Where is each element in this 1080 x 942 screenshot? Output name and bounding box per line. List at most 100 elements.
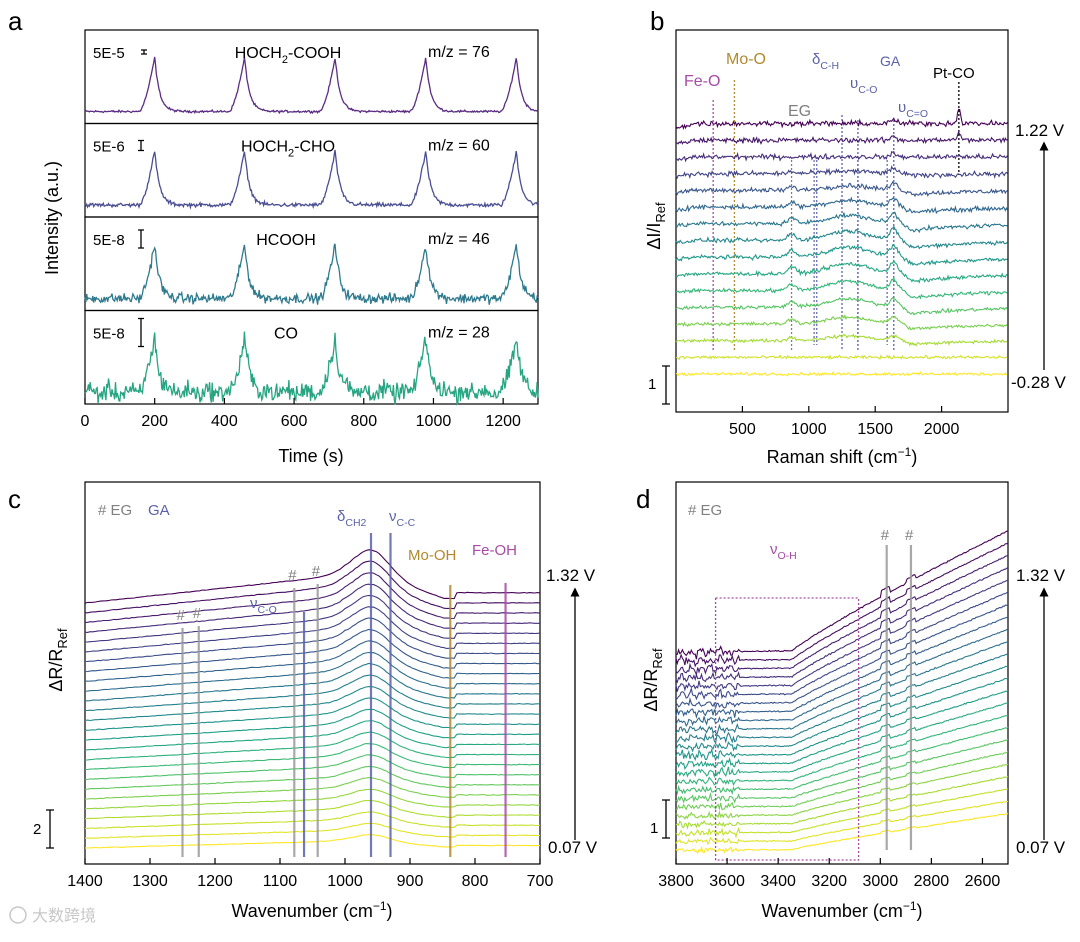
panel-c-spectrum (84, 719, 541, 751)
panel-d-spectrum (675, 653, 1009, 744)
panel-c-spectrum (84, 617, 541, 663)
panel-c-spectrum (84, 822, 541, 839)
panel-a-x-tick-label: 800 (350, 413, 377, 430)
panel-c-potential-top: 1.32 V (546, 566, 596, 585)
panel-d-spectrum (675, 776, 1009, 830)
panel-c-spectrum (84, 777, 541, 800)
panel-d-frame (675, 481, 1009, 865)
panel-c-annotation: δCH2 (337, 508, 367, 529)
panel-c-peak-lines (181, 533, 507, 857)
panel-b-spectrum (675, 165, 1008, 180)
panel-a-scale-bar (141, 49, 147, 55)
panel-a-scale-label: 5E-8 (93, 232, 125, 249)
panel-c-spectrum (84, 708, 541, 741)
panel-b-x-tick-label: 500 (729, 421, 756, 438)
panel-c-potential-bottom: 0.07 V (548, 838, 598, 857)
panel-letter-d: d (636, 484, 650, 514)
panel-c-spectrum (84, 754, 541, 781)
panel-d-spectrum (675, 690, 1009, 770)
panel-d-spectrum (675, 788, 1009, 839)
panel-d-spectrum (675, 604, 1009, 710)
panel-d-eg-marker: # (905, 527, 914, 544)
panel-b-scale-label: 1 (648, 376, 656, 393)
panel-a-scale-label: 5E-5 (93, 45, 125, 62)
panel-c-annotation: νC-C (389, 508, 416, 529)
panel-d-ylabel: ΔR/RRef (641, 648, 665, 712)
panel-b-peak-label: Fe-O (684, 73, 720, 90)
panel-c-annotation: νC-O (250, 595, 277, 616)
panel-b-scale-bar (662, 365, 670, 405)
panel-a-lines (84, 56, 539, 406)
panel-d-x-tick-label: 2600 (965, 873, 1001, 890)
panel-b-spectrum (675, 181, 1008, 198)
panel-a-x-tick-label: 0 (81, 413, 90, 430)
panel-c-spectrum (84, 606, 540, 653)
panel-d-x-tick-label: 3400 (760, 873, 796, 890)
panel-c-spectrum (84, 640, 541, 682)
panel-d-x-ticks: 3800 3600 3400 3200 3000 2800 2600 (658, 858, 1000, 890)
panel-b-peak-label: δC-H (812, 51, 839, 72)
panel-c-x-tick-label: 700 (527, 873, 554, 890)
panel-b-spectrum (675, 333, 1008, 347)
panel-c-spectrum (84, 743, 541, 771)
watermark: 大数跨境 (9, 906, 96, 925)
panel-a-species-label: HOCH2-COOH (235, 45, 342, 66)
panel-c-annotation: Fe-OH (472, 542, 517, 559)
panel-d-x-tick-label: 3800 (658, 873, 694, 890)
panel-c-spectrum (84, 651, 541, 692)
panel-c-eg-marker: # (193, 605, 202, 622)
panel-d-x-tick-label: 3200 (811, 873, 847, 890)
panel-a-x-tick-label: 400 (211, 413, 238, 430)
panel-c-scale-bar (46, 809, 54, 849)
panel-d-oh-label: νO-H (770, 541, 797, 562)
panel-b-peak-label: EG (788, 103, 811, 120)
panel-b-ylabel: ΔI/IRef (644, 202, 668, 250)
panel-a-trace (84, 243, 539, 305)
panel-d-spectrum (676, 530, 1009, 660)
panel-letter-b: b (650, 6, 664, 36)
panel-d-spectrum (675, 591, 1009, 701)
panel-b-spectrum (676, 150, 1008, 163)
panel-letter-a: a (8, 6, 23, 36)
panel-c-spectrum (84, 833, 540, 849)
panel-d-spectrum (675, 715, 1008, 786)
panel-d-x-tick-label: 3000 (863, 873, 899, 890)
panel-b-potential-bottom: -0.28 V (1011, 373, 1066, 392)
panel-c-spectrum (84, 788, 541, 810)
panel-b-peak-label: υC=O (898, 99, 928, 120)
panel-b-x-ticks: 500 1000 1500 2000 (729, 406, 959, 438)
panel-a-scale-bar (138, 229, 144, 249)
panel-d-spectrum (675, 567, 1009, 684)
panel-d-spectra (675, 530, 1009, 855)
panel-c-x-tick-label: 1400 (67, 873, 103, 890)
panel-b-spectrum (675, 354, 1008, 361)
panel-d-spectrum (675, 763, 1009, 820)
panel-d-x-tick-label: 3600 (709, 873, 745, 890)
panel-a-x-tick-label: 1000 (416, 413, 452, 430)
panel-d-xlabel: Wavenumber (cm−1) (761, 899, 922, 921)
panel-c-spectrum (84, 560, 541, 614)
panel-d-scale-label: 1 (650, 820, 658, 837)
panel-d-spectrum (675, 665, 1009, 753)
panel-d-spectrum (675, 677, 1009, 762)
panel-c-eg-marker: # (177, 607, 186, 624)
panel-a-species-label: CO (274, 326, 298, 343)
panel-c-x-tick-label: 900 (397, 873, 424, 890)
panel-c-eg-marker: # (288, 567, 297, 584)
panel-d-spectrum (675, 813, 1009, 855)
panel-c-spectrum (84, 583, 540, 633)
panel-c-annotations: # # # # # EG GA νC-O δCH2 νC-C Mo-OH Fe-OH (98, 502, 517, 624)
panel-d-potential-top: 1.32 V (1016, 566, 1066, 585)
panel-b-x-tick-label: 1000 (791, 421, 827, 438)
panel-a-ylabel: Intensity (a.u.) (42, 161, 62, 275)
panel-a-xlabel: Time (s) (278, 446, 343, 466)
panel-a-labels: 5E-5 HOCH2-COOH m/z = 76 5E-6 HOCH2-CHO m/z =… (93, 44, 490, 348)
panel-c-spectrum (84, 731, 541, 761)
panel-c-scale-label: 2 (33, 821, 41, 838)
panel-c-spectrum (84, 799, 541, 820)
panel-d-spectrum (675, 702, 1009, 779)
watermark-logo-icon (9, 906, 27, 924)
